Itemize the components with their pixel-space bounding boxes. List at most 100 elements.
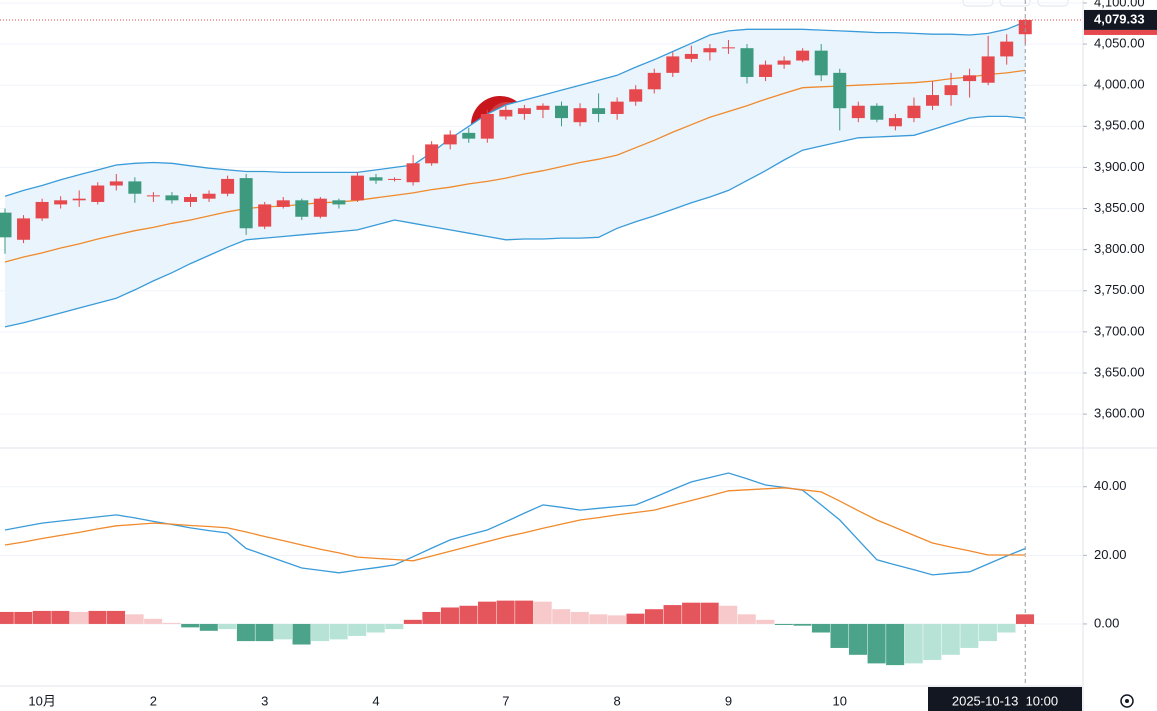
crosshair-time-label: 2025-10-13 10:00 xyxy=(952,693,1058,708)
candle-body xyxy=(759,64,773,77)
macd-histogram-bar xyxy=(849,623,868,655)
candle-body xyxy=(350,175,364,201)
candle-body xyxy=(517,108,531,114)
y-tick-label: 3,750.00 xyxy=(1094,282,1145,297)
candle-body xyxy=(1000,41,1014,57)
macd-histogram-bar xyxy=(181,623,200,628)
macd-histogram-bar xyxy=(533,601,552,624)
y-tick-label: 3,700.00 xyxy=(1094,323,1145,338)
candle-body xyxy=(72,198,86,201)
macd-histogram-bar xyxy=(830,623,849,648)
macd-histogram-bar xyxy=(589,614,608,624)
macd-histogram-bar xyxy=(366,623,385,633)
macd-histogram-bar xyxy=(440,607,459,624)
macd-histogram-bar xyxy=(199,623,218,631)
macd-histogram-bar xyxy=(663,605,682,624)
macd-histogram-bar xyxy=(88,610,107,624)
candle-body xyxy=(313,198,327,217)
macd-histogram-bar xyxy=(997,623,1016,633)
macd-histogram-bar xyxy=(941,623,960,655)
macd-histogram-bar xyxy=(236,623,255,642)
y-tick-label: 3,850.00 xyxy=(1094,200,1145,215)
candle-body xyxy=(202,193,216,199)
macd-histogram-bar xyxy=(886,623,905,666)
macd-histogram-bar xyxy=(218,623,237,630)
macd-histogram-bar xyxy=(255,623,274,642)
macd-histogram-bar xyxy=(125,614,144,624)
macd-histogram-bar xyxy=(719,605,738,624)
macd-histogram-bar xyxy=(811,623,830,633)
y-tick-label: 3,600.00 xyxy=(1094,406,1145,421)
candle-body xyxy=(592,108,606,114)
candle-body xyxy=(555,105,568,119)
candle-body xyxy=(814,50,828,76)
y-tick-label: 3,800.00 xyxy=(1094,241,1145,256)
macd-histogram-bar xyxy=(69,611,88,624)
candle-body xyxy=(91,185,105,202)
y-tick-label: 3,950.00 xyxy=(1094,118,1145,133)
y-tick-label: 0.00 xyxy=(1094,615,1119,630)
macd-dea-line xyxy=(4,487,1026,562)
last-price-strip xyxy=(1084,29,1157,35)
macd-histogram-bar xyxy=(459,605,478,624)
y-tick-label: 3,900.00 xyxy=(1094,159,1145,174)
candle-body xyxy=(499,109,513,117)
settings-icon[interactable] xyxy=(1120,694,1134,708)
candle-body xyxy=(907,105,921,119)
band-fill xyxy=(5,21,1026,327)
macd-histogram-bar xyxy=(422,611,441,624)
macd-histogram-bar xyxy=(682,602,701,624)
candle-body xyxy=(926,95,939,106)
candle-body xyxy=(462,132,476,139)
candle-body xyxy=(796,50,810,61)
crosshair-time-box xyxy=(928,687,1082,711)
candle-body xyxy=(425,144,439,164)
macd-histogram-bar xyxy=(403,619,422,624)
candle-body xyxy=(165,195,179,201)
candle-body xyxy=(406,163,420,183)
macd-histogram-bar xyxy=(51,610,70,624)
bollinger-upper xyxy=(4,21,1026,197)
y-tick-label: 20.00 xyxy=(1094,547,1127,562)
candle-body xyxy=(629,89,643,102)
macd-histogram-bar xyxy=(144,618,163,624)
macd-histogram-bar xyxy=(311,623,330,642)
macd-histogram-bar xyxy=(162,622,181,624)
candle-body xyxy=(536,105,550,110)
macd-histogram-bar xyxy=(793,623,812,626)
x-tick-label: 7 xyxy=(502,693,509,708)
macd-histogram-bar xyxy=(515,600,534,624)
macd-histogram-bar xyxy=(904,623,923,664)
macd-histogram-bar xyxy=(552,609,571,624)
candle-body xyxy=(184,197,197,202)
macd-histogram-bar xyxy=(607,615,626,624)
macd-histogram-bar xyxy=(774,623,793,625)
macd-histogram-bar xyxy=(700,602,719,624)
y-tick-label: 4,050.00 xyxy=(1094,36,1145,51)
candle-body xyxy=(944,85,958,96)
x-tick-label: 10 xyxy=(833,693,847,708)
macd-histogram-bar xyxy=(626,613,645,624)
candle-body xyxy=(740,48,754,77)
macd-histogram-bar xyxy=(32,610,51,624)
candle-body xyxy=(666,56,680,73)
x-tick-label: 4 xyxy=(372,693,379,708)
candle-body xyxy=(833,72,847,109)
macd-histogram-bar xyxy=(570,611,589,624)
macd-histogram-bar xyxy=(14,611,33,624)
macd-histogram-bar xyxy=(496,600,515,624)
macd-histogram-bar xyxy=(329,623,348,640)
macd-histogram-bar xyxy=(960,623,979,648)
x-tick-label: 2 xyxy=(150,693,157,708)
x-tick-label: 8 xyxy=(614,693,621,708)
candle-body xyxy=(221,178,235,194)
candle-body xyxy=(888,118,902,127)
candle-body xyxy=(258,204,272,227)
macd-histogram-bar xyxy=(737,614,756,624)
candle-body xyxy=(443,134,457,145)
candle-body xyxy=(647,72,661,90)
candle-body xyxy=(480,113,494,139)
candle-body xyxy=(128,181,142,194)
macd-histogram-bar xyxy=(0,611,14,624)
